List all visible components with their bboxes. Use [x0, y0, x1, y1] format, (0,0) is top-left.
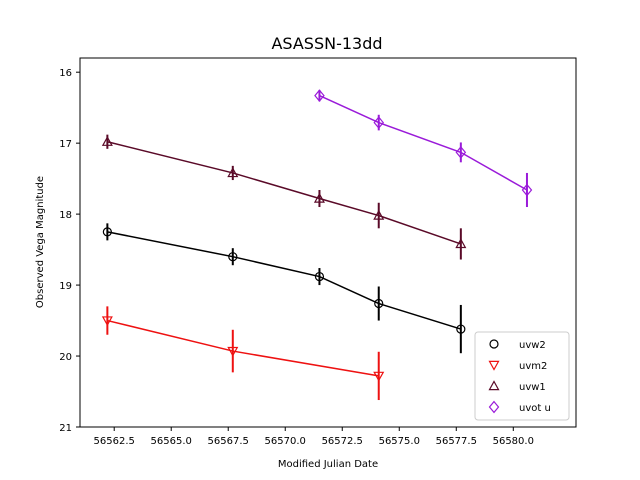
data-point — [373, 116, 385, 129]
x-axis: 56562.5 56565.0 56567.5 56570.0 56572.5 56575… — [94, 427, 534, 447]
legend-label: uvw1 — [519, 382, 546, 393]
plot-frame — [79, 57, 577, 428]
y-axis-label: Observed Vega Magnitude — [35, 176, 46, 308]
x-tick-label: 56565.0 — [151, 436, 192, 447]
data-point — [227, 167, 239, 178]
data-point — [373, 371, 385, 382]
data-point — [102, 227, 112, 237]
series-uvw1 — [101, 134, 467, 260]
legend-box — [474, 331, 570, 421]
legend-marker — [489, 339, 499, 349]
y-tick-label: 21 — [59, 423, 72, 434]
series-line — [107, 141, 462, 245]
data-point — [373, 209, 385, 220]
series-line — [319, 94, 528, 191]
x-axis-label: Modified Julian Date — [278, 459, 378, 470]
y-axis: 16 17 18 19 20 21 — [59, 68, 80, 434]
data-point — [314, 89, 325, 102]
series-line — [107, 231, 462, 330]
legend-marker — [488, 380, 500, 391]
legend-label: uvot u — [519, 403, 551, 414]
legend-marker — [488, 360, 500, 371]
series-uvm2 — [101, 306, 385, 401]
x-tick-label: 56580.0 — [493, 436, 534, 447]
data-point — [456, 324, 466, 334]
x-tick-label: 56567.5 — [208, 436, 249, 447]
data-point — [313, 192, 325, 203]
x-tick-label: 56572.5 — [322, 436, 363, 447]
legend-item: uvw1 — [488, 380, 546, 393]
y-tick-label: 20 — [59, 352, 72, 363]
legend: uvw2 uvm2 uvw1 uvot u — [474, 331, 570, 421]
data-point — [101, 316, 113, 327]
legend-item: uvm2 — [488, 360, 547, 372]
data-point — [101, 135, 113, 146]
legend-item: uvw2 — [489, 339, 546, 351]
data-point — [455, 238, 467, 249]
x-tick-label: 56570.0 — [265, 436, 306, 447]
legend-label: uvw2 — [519, 340, 546, 351]
y-tick-label: 19 — [59, 281, 72, 292]
plot-marks — [101, 89, 533, 401]
series-line — [107, 319, 379, 377]
data-point — [521, 183, 533, 197]
series-uvot-u — [314, 89, 533, 208]
x-tick-label: 56575.0 — [379, 436, 420, 447]
y-tick-label: 17 — [59, 139, 72, 150]
data-point — [228, 252, 238, 262]
data-point — [227, 346, 239, 357]
chart-title: ASASSN-13dd — [271, 34, 382, 53]
data-point — [314, 271, 325, 282]
y-tick-label: 16 — [59, 68, 72, 79]
series-uvw2 — [102, 223, 466, 354]
x-tick-label: 56562.5 — [94, 436, 135, 447]
x-tick-label: 56577.5 — [436, 436, 477, 447]
data-point — [374, 298, 384, 309]
data-point — [455, 146, 467, 159]
y-tick-label: 18 — [59, 210, 72, 221]
legend-item: uvot u — [488, 400, 551, 414]
legend-label: uvm2 — [519, 361, 547, 372]
legend-marker — [488, 400, 500, 414]
